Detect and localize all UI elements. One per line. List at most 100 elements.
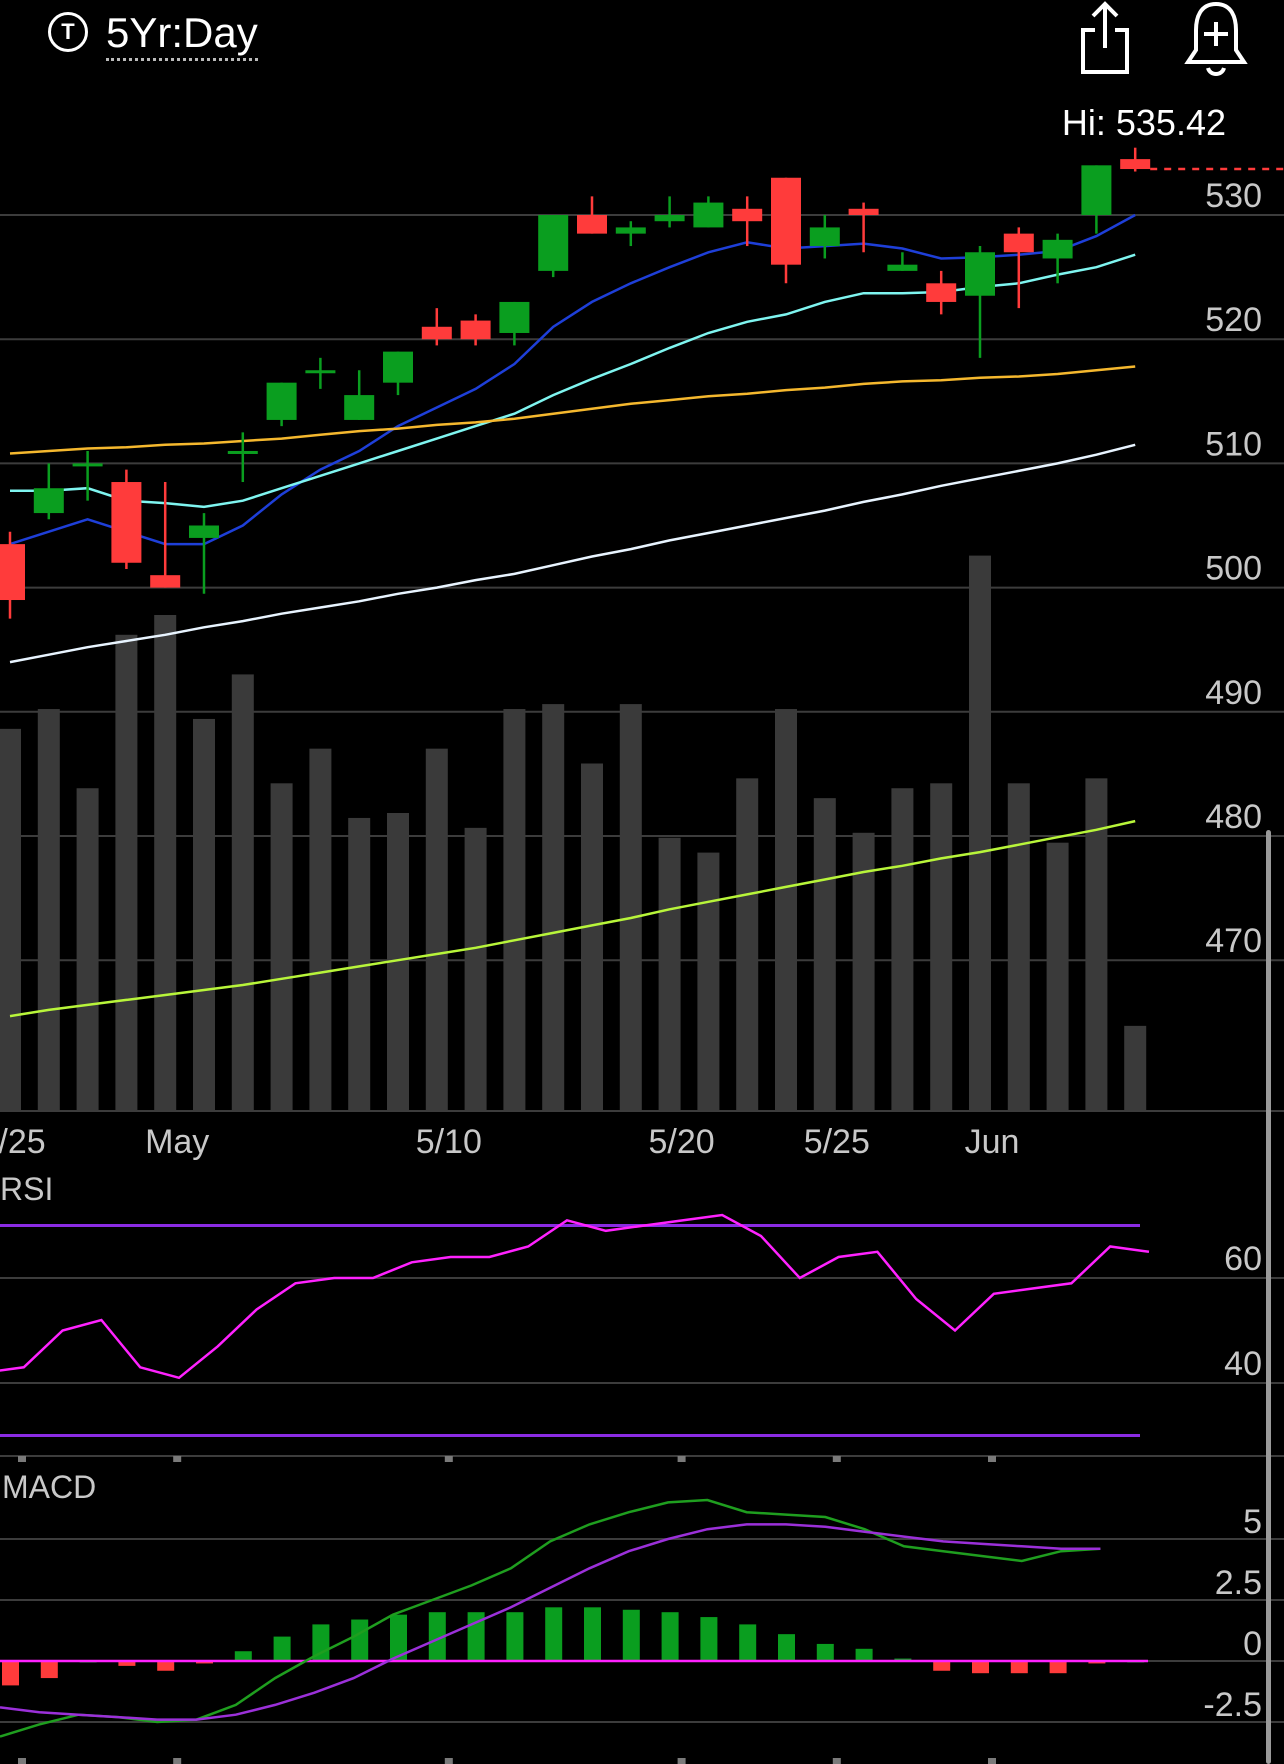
- macd-histogram-bar: [506, 1612, 524, 1661]
- volume-bar: [852, 832, 875, 1110]
- price-axis: 530 520 510 500 490 480 470: [1205, 177, 1262, 960]
- candle-body: [771, 177, 801, 265]
- volume-bar: [115, 634, 138, 1110]
- macd-histogram-bar: [816, 1643, 834, 1661]
- volume-bar: [658, 837, 681, 1110]
- volume-bar: [464, 827, 487, 1110]
- moving-average-line: [9, 819, 1136, 1018]
- volume-bar: [348, 817, 371, 1110]
- volume-bar: [736, 778, 759, 1110]
- volume-bar: [193, 718, 215, 1110]
- bell-plus-icon[interactable]: [1182, 0, 1250, 80]
- volume-bar: [969, 555, 991, 1110]
- macd-histogram-bar: [390, 1614, 407, 1661]
- rsi-tick-mark: [18, 1456, 26, 1462]
- volume-bar: [503, 709, 526, 1110]
- moving-average-line: [9, 365, 1136, 455]
- macd-histogram-bar: [622, 1609, 640, 1661]
- candle-body: [654, 215, 685, 222]
- date-tick-label: 5/10: [416, 1123, 482, 1161]
- volume-bar: [309, 748, 332, 1110]
- price-tick-label: 520: [1205, 301, 1262, 339]
- volume-bar: [697, 852, 720, 1110]
- candle-body: [1003, 233, 1034, 253]
- macd-histogram-bar: [428, 1612, 446, 1661]
- date-tick-label: 5/25: [804, 1123, 870, 1161]
- volume-bar: [813, 798, 836, 1110]
- candle-body: [227, 450, 258, 454]
- macd-tick-label: 2.5: [1215, 1564, 1262, 1602]
- macd-histogram-bar: [778, 1634, 795, 1661]
- rsi-title: RSI: [0, 1171, 53, 1207]
- macd-tick-mark: [444, 1758, 453, 1764]
- macd-tick-mark: [677, 1758, 686, 1764]
- candle-body: [150, 575, 181, 588]
- macd-histogram-bar: [661, 1612, 679, 1661]
- candle-body: [965, 252, 995, 296]
- macd-tick-mark: [18, 1758, 26, 1764]
- period-selector[interactable]: 5Yr:Day: [106, 8, 258, 61]
- macd-tick-label: 5: [1243, 1503, 1262, 1541]
- candle-body: [305, 370, 336, 374]
- candle-body: [926, 283, 957, 302]
- rsi-tick-mark: [832, 1456, 841, 1462]
- macd-histogram-bar: [584, 1607, 601, 1661]
- volume-bars: [0, 555, 1147, 1110]
- share-icon[interactable]: [1075, 0, 1135, 80]
- macd-histogram-bar: [234, 1651, 252, 1661]
- macd-histogram-bar: [2, 1661, 19, 1686]
- macd-histogram-bar: [157, 1661, 175, 1671]
- date-tick-label: /25: [0, 1123, 46, 1161]
- volume-bar: [930, 783, 953, 1110]
- candle-body: [460, 320, 491, 340]
- candle-body: [693, 202, 724, 228]
- rsi-tick-mark: [988, 1456, 996, 1462]
- candle-body: [72, 463, 103, 467]
- candle-body: [577, 215, 607, 234]
- candle-body: [421, 326, 452, 340]
- top-bar: T 5Yr:Day Hi: 535.42: [0, 0, 1284, 143]
- macd-histogram-bar: [855, 1648, 873, 1661]
- candle-body: [615, 227, 646, 234]
- rsi-panel: RSI 60 40: [0, 1171, 1284, 1462]
- scrollbar[interactable]: [1266, 830, 1271, 1764]
- price-tick-label: 500: [1205, 550, 1262, 588]
- volume-bar: [154, 615, 177, 1110]
- macd-tick-mark: [173, 1758, 182, 1764]
- volume-bar: [1007, 783, 1030, 1110]
- price-tick-label: 470: [1205, 922, 1262, 960]
- candle-body: [809, 227, 840, 247]
- volume-bar: [775, 709, 797, 1110]
- timer-icon[interactable]: T: [48, 12, 88, 52]
- candle-body: [383, 351, 413, 383]
- rsi-line: [0, 1213, 1150, 1380]
- candle-body: [1081, 165, 1112, 215]
- rsi-tick-label: 60: [1224, 1240, 1262, 1278]
- candle-body: [1120, 159, 1151, 170]
- volume-bar: [1124, 1025, 1147, 1110]
- moving-average-line: [9, 213, 1136, 546]
- macd-histogram-bar: [118, 1661, 136, 1666]
- candle-body: [344, 395, 375, 420]
- macd-histogram-bar: [972, 1661, 989, 1674]
- rsi-tick-mark: [677, 1456, 686, 1462]
- candle-body: [848, 208, 879, 215]
- macd-histogram-bar: [40, 1661, 58, 1679]
- macd-title: MACD: [2, 1469, 96, 1505]
- macd-histogram-bar: [273, 1636, 291, 1661]
- macd-tick-label: -2.5: [1203, 1686, 1262, 1724]
- moving-average-line: [9, 443, 1136, 664]
- candle-body: [887, 264, 918, 271]
- candle-body: [0, 544, 25, 601]
- rsi-tick-mark: [173, 1456, 182, 1462]
- price-tick-label: 480: [1205, 798, 1262, 836]
- price-tick-label: 490: [1205, 674, 1262, 712]
- macd-panel: MACD 5 2.5 0 -2.5: [0, 1469, 1284, 1764]
- price-tick-label: 510: [1205, 425, 1262, 463]
- macd-histogram-bar: [1049, 1661, 1067, 1674]
- moving-average-lines: [9, 213, 1136, 1018]
- candle-body: [1042, 239, 1073, 259]
- candle-body: [266, 382, 297, 420]
- volume-bar: [231, 674, 254, 1110]
- macd-histogram-bar: [739, 1624, 757, 1661]
